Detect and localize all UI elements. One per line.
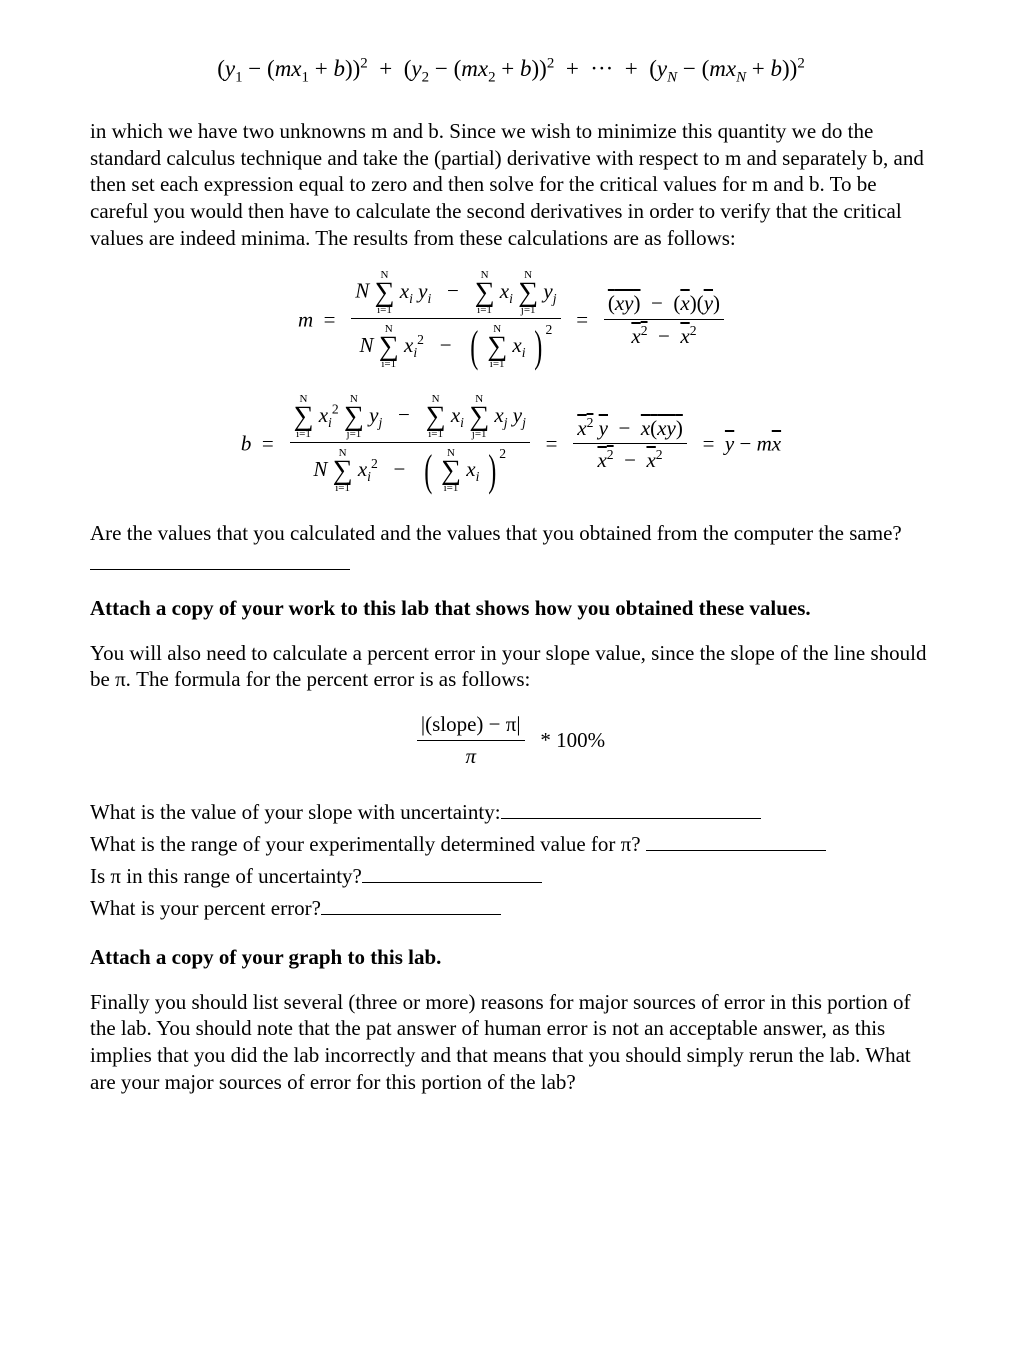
- percent-error-paragraph: You will also need to calculate a percen…: [90, 640, 932, 694]
- paragraph-error-sources: Finally you should list several (three o…: [90, 989, 932, 1097]
- question-range: What is the range of your experimentally…: [90, 832, 646, 856]
- question-percent-error: What is your percent error?: [90, 896, 321, 920]
- question-in-range: Is π in this range of uncertainty?: [90, 864, 362, 888]
- pe-denominator: π: [465, 744, 476, 768]
- slope-m-equation: m = N N∑i=1 xi yi − N∑i=1 xi N∑j=1 yj N …: [90, 270, 932, 370]
- blank-line: [501, 796, 761, 819]
- blank-line: [90, 547, 350, 570]
- attach-graph-instruction: Attach a copy of your graph to this lab.: [90, 944, 932, 971]
- blank-line: [321, 892, 501, 915]
- blank-line: [646, 828, 826, 851]
- question-same-values: Are the values that you calculated and t…: [90, 520, 932, 577]
- pe-tail: * 100%: [540, 728, 605, 752]
- document-page: { "top_equation": "(y₁ − (mx₁ + b))² + (…: [0, 0, 1022, 1366]
- question-same-text: Are the values that you calculated and t…: [90, 521, 902, 545]
- paragraph-intro: in which we have two unknowns m and b. S…: [90, 118, 932, 252]
- sum-of-squares-equation: (y1 − (mx1 + b))2 + (y2 − (mx2 + b))2 + …: [90, 54, 932, 88]
- question-slope: What is the value of your slope with unc…: [90, 800, 501, 824]
- blank-line: [362, 860, 542, 883]
- attach-work-instruction: Attach a copy of your work to this lab t…: [90, 595, 932, 622]
- percent-error-equation: |(slope) − π| π * 100%: [90, 711, 932, 770]
- intercept-b-equation: b = N∑i=1 xi2 N∑j=1 yj − N∑i=1 xi N∑j=1 …: [90, 394, 932, 494]
- questions-block: What is the value of your slope with unc…: [90, 796, 932, 922]
- pe-numerator: |(slope) − π|: [417, 711, 525, 741]
